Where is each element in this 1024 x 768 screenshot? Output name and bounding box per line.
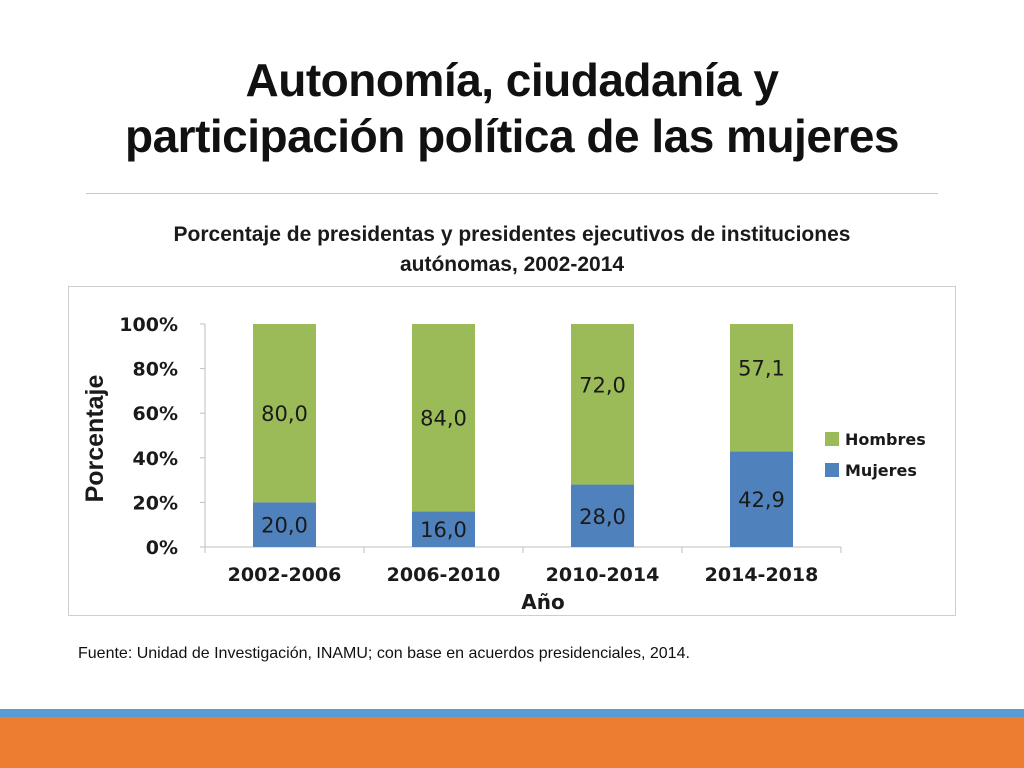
bar-hombres-2014-2018: [730, 324, 793, 452]
chart-frame: 0% 20% 40% 60% 80% 100% 20,0 80,0 2002-2006 16,0 8…: [68, 286, 956, 616]
chart-title-line-2: autónomas, 2002-2014: [399, 253, 625, 276]
legend-label-hombres: Hombres: [845, 430, 926, 449]
y-tick-label: 40%: [133, 448, 178, 470]
stacked-bar-chart: 0% 20% 40% 60% 80% 100% 20,0 80,0 2002-2006 16,0 8…: [81, 314, 926, 614]
data-label-mujeres: 20,0: [261, 514, 308, 538]
legend-swatch-mujeres: [825, 463, 839, 477]
chart-title: Porcentaje de presidentas y presidentes …: [90, 220, 934, 280]
slide-title-line-1: Autonomía, ciudadanía y: [245, 54, 779, 106]
y-tick-label: 20%: [133, 492, 178, 514]
x-tick-label: 2010-2014: [546, 564, 660, 586]
data-label-mujeres: 42,9: [738, 488, 785, 512]
y-tick-label: 0%: [146, 537, 178, 559]
data-label-hombres: 84,0: [420, 407, 467, 431]
legend-swatch-hombres: [825, 432, 839, 446]
x-tick-label: 2014-2018: [705, 564, 819, 586]
data-label-mujeres: 28,0: [579, 505, 626, 529]
data-label-hombres: 80,0: [261, 402, 308, 426]
bar-mujeres-2010-2014: [571, 484, 634, 547]
y-axis-title: Porcentaje: [81, 374, 109, 502]
slide-title: Autonomía, ciudadanía y participación po…: [40, 52, 984, 164]
data-label-mujeres: 16,0: [420, 518, 467, 542]
x-tick-label: 2006-2010: [387, 564, 501, 586]
y-tick-label: 100%: [119, 314, 178, 336]
bar-hombres-2010-2014: [571, 324, 634, 485]
legend-label-mujeres: Mujeres: [845, 461, 917, 480]
bar-mujeres-2002-2006: [253, 502, 316, 547]
footer-band-blue: [0, 709, 1024, 717]
bar-mujeres-2014-2018: [730, 451, 793, 547]
chart-title-line-1: Porcentaje de presidentas y presidentes …: [173, 223, 851, 246]
data-label-hombres: 57,1: [738, 357, 785, 381]
y-tick-label: 60%: [133, 403, 178, 425]
x-tick-label: 2002-2006: [228, 564, 342, 586]
slide-title-line-2: participación política de las mujeres: [125, 110, 900, 162]
source-note: Fuente: Unidad de Investigación, INAMU; …: [78, 645, 690, 662]
y-tick-label: 80%: [133, 359, 178, 381]
title-divider: [86, 193, 938, 194]
bar-hombres-2006-2010: [412, 324, 475, 512]
footer-band-orange: [0, 717, 1024, 768]
bar-hombres-2002-2006: [253, 324, 316, 503]
data-label-hombres: 72,0: [579, 373, 626, 397]
bar-mujeres-2006-2010: [412, 511, 475, 547]
x-axis-title: Año: [521, 590, 564, 614]
